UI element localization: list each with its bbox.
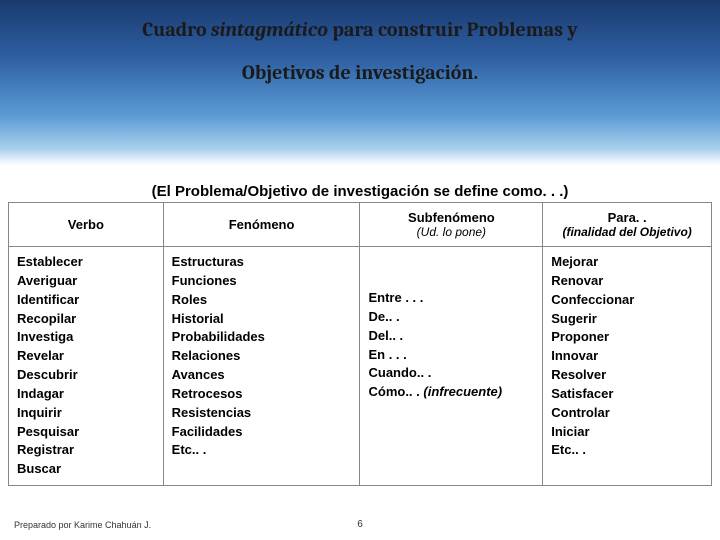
list-item: Retrocesos xyxy=(172,385,352,404)
list-item: Del.. . xyxy=(368,327,534,346)
list-item: Relaciones xyxy=(172,347,352,366)
list-item: Renovar xyxy=(551,272,703,291)
list-item: Resistencias xyxy=(172,404,352,423)
footer-author: Preparado por Karime Chahuán J. xyxy=(14,520,151,530)
title-prefix: Cuadro xyxy=(142,18,211,41)
list-item: Revelar xyxy=(17,347,155,366)
list-item: Buscar xyxy=(17,460,155,479)
list-item: Establecer xyxy=(17,253,155,272)
title-line-1: Cuadro sintagmático para construir Probl… xyxy=(0,18,720,41)
col-header-label: Fenómeno xyxy=(229,217,295,232)
list-item: Entre . . . xyxy=(368,289,534,308)
list-item: Proponer xyxy=(551,328,703,347)
col-header-label: Subfenómeno xyxy=(408,210,495,225)
list-item: Cómo.. . (infrecuente) xyxy=(368,383,534,402)
col-header-para: Para. . (finalidad del Objetivo) xyxy=(543,203,712,247)
list-item: Indagar xyxy=(17,385,155,404)
cell-para: MejorarRenovarConfeccionarSugerirPropone… xyxy=(543,247,712,486)
table-row: EstablecerAveriguarIdentificarRecopilarI… xyxy=(9,247,712,486)
subtitle: (El Problema/Objetivo de investigación s… xyxy=(0,183,720,200)
cell-fenomeno: EstructurasFuncionesRolesHistorialProbab… xyxy=(163,247,360,486)
page-number: 6 xyxy=(357,519,363,530)
cell-verbo: EstablecerAveriguarIdentificarRecopilarI… xyxy=(9,247,164,486)
list-item: Sugerir xyxy=(551,310,703,329)
list-item: Iniciar xyxy=(551,423,703,442)
title-suffix: para construir Problemas y xyxy=(328,18,578,41)
list-item: Investiga xyxy=(17,328,155,347)
col-header-sub: (finalidad del Objetivo) xyxy=(549,225,705,239)
list-item: Pesquisar xyxy=(17,423,155,442)
list-item: Etc.. . xyxy=(172,441,352,460)
list-item: Satisfacer xyxy=(551,385,703,404)
list-item: De.. . xyxy=(368,308,534,327)
list-item: Averiguar xyxy=(17,272,155,291)
list-item: Inquirir xyxy=(17,404,155,423)
list-item: Etc.. . xyxy=(551,441,703,460)
list-item: Facilidades xyxy=(172,423,352,442)
list-item: Mejorar xyxy=(551,253,703,272)
list-item: Roles xyxy=(172,291,352,310)
list-item: Probabilidades xyxy=(172,328,352,347)
title-line-2: Objetivos de investigación. xyxy=(0,61,720,84)
list-item: Confeccionar xyxy=(551,291,703,310)
list-item: Cuando.. . xyxy=(368,364,534,383)
list-item: Registrar xyxy=(17,441,155,460)
list-item: Innovar xyxy=(551,347,703,366)
col-header-subfenomeno: Subfenómeno (Ud. lo pone) xyxy=(360,203,543,247)
list-item: Descubrir xyxy=(17,366,155,385)
header-banner: Cuadro sintagmático para construir Probl… xyxy=(0,0,720,165)
cell-subfenomeno: Entre . . .De.. .Del.. .En . . .Cuando..… xyxy=(360,247,543,486)
table-container: Verbo Fenómeno Subfenómeno (Ud. lo pone)… xyxy=(0,202,720,486)
list-item: Historial xyxy=(172,310,352,329)
col-header-verbo: Verbo xyxy=(9,203,164,247)
list-item: Controlar xyxy=(551,404,703,423)
list-item: Avances xyxy=(172,366,352,385)
title-emphasis: sintagmático xyxy=(211,18,328,41)
list-item: Resolver xyxy=(551,366,703,385)
col-header-sub: (Ud. lo pone) xyxy=(366,225,536,239)
col-header-fenomeno: Fenómeno xyxy=(163,203,360,247)
table-header-row: Verbo Fenómeno Subfenómeno (Ud. lo pone)… xyxy=(9,203,712,247)
col-header-label: Para. . xyxy=(608,210,647,225)
list-item: Estructuras xyxy=(172,253,352,272)
col-header-label: Verbo xyxy=(68,217,104,232)
list-item: En . . . xyxy=(368,346,534,365)
list-item: Recopilar xyxy=(17,310,155,329)
list-item: Identificar xyxy=(17,291,155,310)
syntagmatic-table: Verbo Fenómeno Subfenómeno (Ud. lo pone)… xyxy=(8,202,712,486)
list-item: Funciones xyxy=(172,272,352,291)
